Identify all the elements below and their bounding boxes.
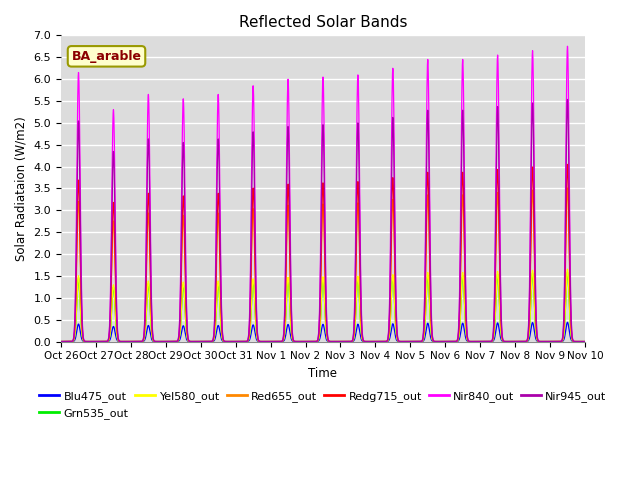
Nir840_out: [564, 43, 572, 49]
Redg715_out: [564, 161, 572, 167]
Yel580_out: [581, 339, 589, 345]
Redg715_out: [580, 339, 588, 345]
Blu475_out: [581, 339, 589, 345]
Blu475_out: [531, 333, 539, 339]
Grn535_out: [564, 269, 572, 275]
Nir945_out: [57, 339, 65, 345]
Nir840_out: [204, 339, 211, 345]
Red655_out: [204, 339, 211, 345]
Yel580_out: [580, 339, 588, 345]
Red655_out: [564, 185, 572, 191]
Nir945_out: [581, 339, 589, 345]
Grn535_out: [204, 339, 211, 345]
Red655_out: [57, 339, 65, 345]
Redg715_out: [57, 339, 65, 345]
Redg715_out: [531, 287, 539, 292]
Line: Red655_out: Red655_out: [61, 188, 585, 342]
Grn535_out: [170, 339, 177, 345]
Yel580_out: [383, 338, 391, 344]
Redg715_out: [204, 339, 211, 345]
Yel580_out: [170, 339, 177, 345]
Blu475_out: [564, 320, 572, 325]
Red655_out: [374, 339, 381, 345]
Nir945_out: [531, 267, 539, 273]
Title: Reflected Solar Bands: Reflected Solar Bands: [239, 15, 407, 30]
Nir945_out: [580, 339, 588, 345]
Grn535_out: [57, 339, 65, 345]
Grn535_out: [374, 339, 381, 345]
Yel580_out: [57, 339, 65, 345]
Line: Blu475_out: Blu475_out: [61, 323, 585, 342]
Blu475_out: [383, 338, 391, 344]
Yel580_out: [531, 317, 539, 323]
Grn535_out: [383, 338, 391, 344]
Redg715_out: [581, 339, 589, 345]
Blu475_out: [170, 339, 177, 345]
Yel580_out: [204, 339, 211, 345]
Yel580_out: [374, 339, 381, 345]
Grn535_out: [531, 318, 539, 324]
Red655_out: [531, 293, 539, 299]
Red655_out: [383, 338, 391, 344]
Nir840_out: [383, 338, 391, 344]
Line: Grn535_out: Grn535_out: [61, 272, 585, 342]
Red655_out: [170, 339, 177, 345]
Nir840_out: [170, 339, 177, 345]
Nir945_out: [204, 339, 211, 345]
Grn535_out: [580, 339, 588, 345]
Line: Nir840_out: Nir840_out: [61, 46, 585, 342]
X-axis label: Time: Time: [308, 367, 337, 380]
Nir840_out: [531, 252, 539, 257]
Nir840_out: [374, 339, 381, 345]
Blu475_out: [580, 339, 588, 345]
Red655_out: [581, 339, 589, 345]
Blu475_out: [204, 339, 211, 345]
Text: BA_arable: BA_arable: [72, 50, 141, 63]
Line: Nir945_out: Nir945_out: [61, 99, 585, 342]
Blu475_out: [57, 339, 65, 345]
Nir840_out: [580, 339, 588, 345]
Redg715_out: [374, 339, 381, 345]
Yel580_out: [564, 266, 572, 272]
Nir945_out: [170, 339, 177, 345]
Redg715_out: [383, 338, 391, 344]
Nir945_out: [564, 96, 572, 102]
Line: Yel580_out: Yel580_out: [61, 269, 585, 342]
Nir945_out: [383, 338, 391, 344]
Blu475_out: [374, 339, 381, 345]
Grn535_out: [581, 339, 589, 345]
Nir945_out: [374, 339, 381, 345]
Nir840_out: [57, 339, 65, 345]
Legend: Blu475_out, Grn535_out, Yel580_out, Red655_out, Redg715_out, Nir840_out, Nir945_: Blu475_out, Grn535_out, Yel580_out, Red6…: [35, 387, 611, 423]
Nir840_out: [581, 339, 589, 345]
Redg715_out: [170, 339, 177, 345]
Y-axis label: Solar Radiataion (W/m2): Solar Radiataion (W/m2): [15, 116, 28, 261]
Line: Redg715_out: Redg715_out: [61, 164, 585, 342]
Red655_out: [580, 339, 588, 345]
